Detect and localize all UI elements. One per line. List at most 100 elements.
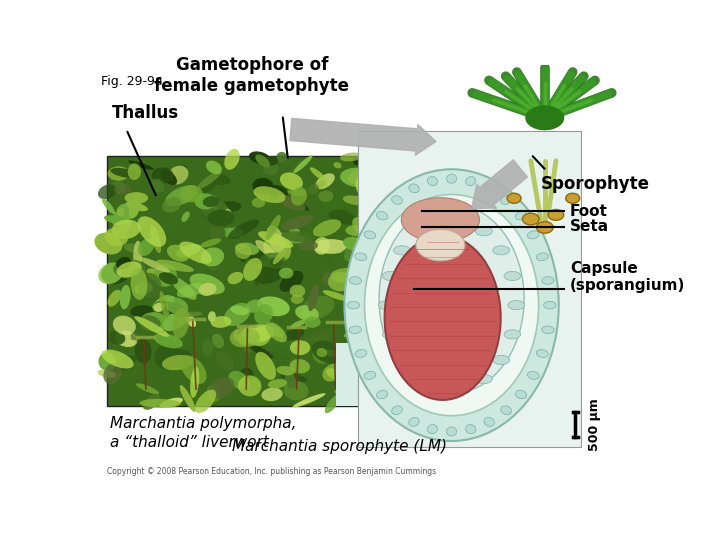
Ellipse shape xyxy=(243,344,256,353)
Ellipse shape xyxy=(284,381,309,400)
Ellipse shape xyxy=(312,341,341,363)
Ellipse shape xyxy=(273,248,287,264)
Ellipse shape xyxy=(190,367,199,398)
FancyArrowPatch shape xyxy=(472,160,527,208)
Text: Fig. 29-9a: Fig. 29-9a xyxy=(101,75,163,88)
Ellipse shape xyxy=(364,231,376,239)
Ellipse shape xyxy=(303,328,337,344)
Ellipse shape xyxy=(161,170,177,185)
Ellipse shape xyxy=(228,219,259,239)
Ellipse shape xyxy=(207,386,220,402)
Ellipse shape xyxy=(325,394,341,413)
Ellipse shape xyxy=(136,383,159,394)
Ellipse shape xyxy=(102,349,134,368)
Ellipse shape xyxy=(128,160,153,170)
Ellipse shape xyxy=(238,244,271,265)
Ellipse shape xyxy=(224,149,240,170)
Ellipse shape xyxy=(194,193,216,210)
Text: Foot: Foot xyxy=(570,204,608,219)
Ellipse shape xyxy=(298,241,318,251)
Ellipse shape xyxy=(409,417,419,427)
Ellipse shape xyxy=(504,272,521,280)
Ellipse shape xyxy=(288,158,306,177)
Ellipse shape xyxy=(364,194,539,416)
Ellipse shape xyxy=(140,312,168,331)
Ellipse shape xyxy=(336,379,359,397)
Ellipse shape xyxy=(280,172,303,190)
Ellipse shape xyxy=(364,294,388,321)
Ellipse shape xyxy=(368,260,379,269)
Ellipse shape xyxy=(346,300,354,326)
Ellipse shape xyxy=(112,220,140,239)
Ellipse shape xyxy=(340,381,369,392)
Ellipse shape xyxy=(238,323,256,338)
Ellipse shape xyxy=(291,320,307,328)
Ellipse shape xyxy=(253,186,286,203)
Ellipse shape xyxy=(210,226,225,239)
Ellipse shape xyxy=(338,364,357,375)
Ellipse shape xyxy=(180,355,207,384)
Ellipse shape xyxy=(368,264,387,281)
Ellipse shape xyxy=(344,238,369,261)
Ellipse shape xyxy=(250,265,258,286)
Ellipse shape xyxy=(268,379,287,388)
Ellipse shape xyxy=(120,285,130,309)
Ellipse shape xyxy=(289,285,305,297)
Text: Sporophyte: Sporophyte xyxy=(541,175,650,193)
Ellipse shape xyxy=(166,298,189,315)
Ellipse shape xyxy=(230,328,256,347)
Ellipse shape xyxy=(113,259,146,279)
Ellipse shape xyxy=(223,227,237,238)
Ellipse shape xyxy=(230,306,249,315)
Ellipse shape xyxy=(356,287,368,297)
Ellipse shape xyxy=(323,364,341,382)
Ellipse shape xyxy=(225,208,233,220)
Ellipse shape xyxy=(343,237,367,252)
Ellipse shape xyxy=(282,215,314,230)
Ellipse shape xyxy=(382,330,399,339)
Ellipse shape xyxy=(208,377,235,399)
Ellipse shape xyxy=(260,324,284,345)
Ellipse shape xyxy=(295,305,319,321)
FancyArrowPatch shape xyxy=(290,118,436,155)
Ellipse shape xyxy=(117,203,138,219)
Ellipse shape xyxy=(323,265,333,273)
Ellipse shape xyxy=(353,158,360,165)
Ellipse shape xyxy=(394,355,410,364)
Ellipse shape xyxy=(156,260,194,272)
Ellipse shape xyxy=(99,352,116,371)
Ellipse shape xyxy=(500,406,511,415)
Ellipse shape xyxy=(526,105,564,130)
Ellipse shape xyxy=(276,194,306,211)
Ellipse shape xyxy=(97,369,116,378)
Ellipse shape xyxy=(314,239,348,254)
Ellipse shape xyxy=(548,210,564,220)
Ellipse shape xyxy=(313,219,341,237)
Ellipse shape xyxy=(228,272,243,284)
Ellipse shape xyxy=(104,228,128,246)
Ellipse shape xyxy=(174,349,193,366)
Ellipse shape xyxy=(203,196,220,207)
Ellipse shape xyxy=(454,217,471,226)
Ellipse shape xyxy=(356,375,379,392)
Ellipse shape xyxy=(261,253,286,268)
Ellipse shape xyxy=(345,284,359,298)
Ellipse shape xyxy=(121,265,138,274)
Bar xyxy=(107,156,380,406)
Text: Copyright © 2008 Pearson Education, Inc. publishing as Pearson Benjamin Cummings: Copyright © 2008 Pearson Education, Inc.… xyxy=(107,467,436,476)
Text: Marchantia polymorpha,: Marchantia polymorpha, xyxy=(109,416,296,431)
Ellipse shape xyxy=(117,261,142,278)
Ellipse shape xyxy=(446,427,456,436)
Ellipse shape xyxy=(544,301,556,309)
Ellipse shape xyxy=(131,333,142,346)
Ellipse shape xyxy=(160,397,183,408)
Ellipse shape xyxy=(365,151,388,168)
Ellipse shape xyxy=(466,424,476,434)
Ellipse shape xyxy=(143,394,161,410)
Ellipse shape xyxy=(484,184,495,193)
Ellipse shape xyxy=(326,368,346,381)
Ellipse shape xyxy=(247,343,273,358)
Ellipse shape xyxy=(180,186,203,202)
Ellipse shape xyxy=(292,393,325,408)
Ellipse shape xyxy=(246,299,263,313)
